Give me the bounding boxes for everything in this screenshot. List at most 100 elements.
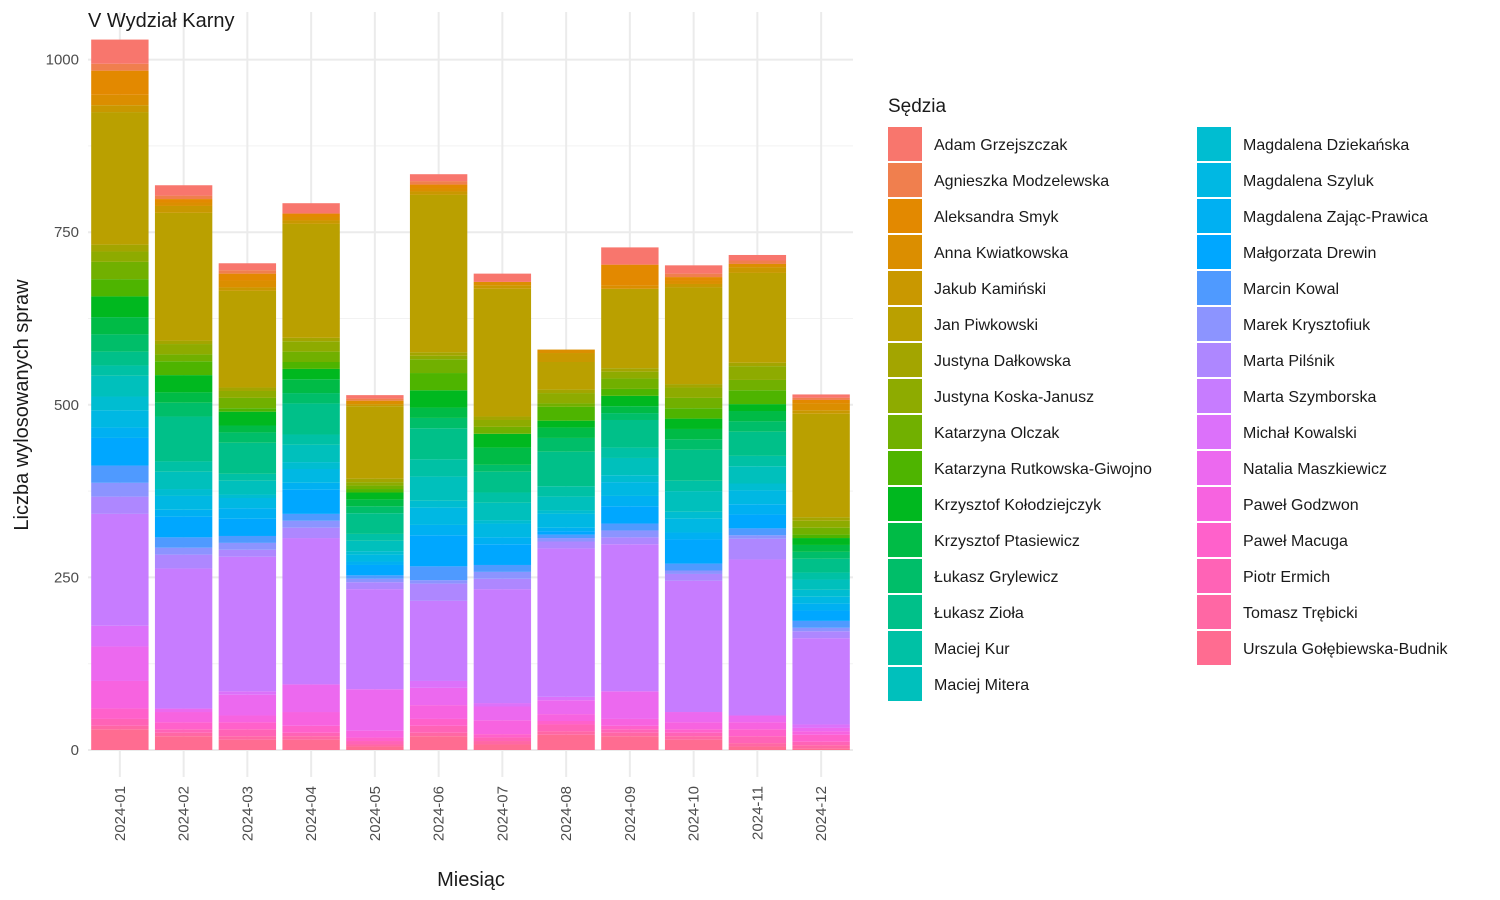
y-axis-title: Liczba wylosowanych spraw — [11, 279, 33, 531]
bar-segment — [346, 744, 404, 747]
bar-segment — [409, 500, 468, 508]
bar-segment — [601, 419, 659, 448]
bar-segment — [282, 444, 340, 463]
bar-segment — [537, 531, 595, 535]
bar-segment — [91, 427, 149, 438]
bar-segment — [473, 737, 532, 742]
bar-segment — [282, 739, 340, 750]
bar-segment — [154, 185, 213, 196]
bar-segment — [664, 736, 723, 740]
bar-segment — [91, 244, 149, 252]
bar-segment — [282, 403, 340, 435]
bar-segment — [728, 366, 787, 380]
legend-label: Adam Grzejszczak — [934, 137, 1068, 154]
bar-segment — [218, 270, 277, 274]
bar-segment — [728, 729, 787, 737]
bar-segment — [473, 706, 532, 721]
bar-segment — [91, 496, 149, 514]
bar-segment — [154, 402, 213, 417]
bar-segment — [728, 411, 787, 422]
bar-segment — [601, 523, 659, 531]
bar-segment — [792, 579, 850, 590]
bar-segment — [282, 482, 340, 490]
bar-segment — [91, 396, 149, 411]
bar-segment — [154, 461, 213, 472]
bar-segment — [218, 508, 277, 519]
bar-segment — [409, 194, 468, 353]
legend-label: Paweł Godzwon — [1243, 497, 1359, 514]
bar-segment — [601, 388, 659, 396]
y-tick-label: 1000 — [46, 52, 79, 69]
bar-segment — [473, 426, 532, 434]
bar-segment — [154, 732, 213, 737]
bar-segment — [282, 203, 340, 214]
bar-segment — [664, 511, 723, 519]
bar-segment — [91, 718, 149, 726]
bar-segment — [473, 464, 532, 472]
bar-segment — [154, 509, 213, 517]
legend-label: Paweł Macuga — [1243, 533, 1348, 550]
bar-segment — [537, 406, 595, 421]
x-tick-label: 2024-04 — [303, 786, 320, 841]
bar-segment — [154, 712, 213, 723]
legend-title: Sędzia — [888, 96, 947, 117]
bar-segment — [91, 729, 149, 750]
legend-key — [1197, 307, 1231, 341]
bar-segment — [792, 627, 850, 632]
bar-segment — [154, 354, 213, 362]
bar-segment — [409, 535, 468, 567]
bar-segment — [91, 261, 149, 280]
bar-segment — [154, 340, 213, 345]
bar-segment — [409, 191, 468, 195]
legend-key — [1197, 199, 1231, 233]
bar-segment — [601, 288, 659, 369]
bar-segment — [728, 390, 787, 405]
bar-segment — [473, 520, 532, 524]
bar-segment — [473, 589, 532, 704]
bar-segment — [792, 544, 850, 552]
bar-segment — [346, 737, 404, 742]
bar-segment — [409, 725, 468, 733]
bar-segment — [218, 480, 277, 495]
bar-segment — [792, 413, 850, 518]
bar-segment — [473, 419, 532, 427]
bar-segment — [218, 542, 277, 550]
bar-segment — [728, 514, 787, 529]
bar-segment — [91, 465, 149, 483]
bar-segment — [154, 736, 213, 750]
bar-segment — [664, 518, 723, 533]
bar-segment — [664, 273, 723, 278]
bar-segment — [346, 492, 404, 500]
bar-segment — [346, 746, 404, 750]
bar-segment — [154, 375, 213, 393]
legend-label: Magdalena Zając-Prawica — [1243, 209, 1428, 226]
bar-segment — [473, 433, 532, 448]
bar-segment — [473, 285, 532, 289]
bar-segment — [728, 254, 787, 261]
bar-segment — [664, 418, 723, 429]
bar-segment — [601, 406, 659, 414]
bar-segment — [728, 736, 787, 744]
bar-segment — [537, 353, 595, 362]
bar-segment — [154, 205, 213, 213]
bar-segment — [91, 680, 149, 709]
bar-segment — [792, 399, 850, 404]
bar-segment — [91, 708, 149, 719]
bar-segment — [91, 39, 149, 64]
bar-segment — [664, 573, 723, 581]
bar-segment — [409, 583, 468, 601]
bar-segment — [601, 447, 659, 458]
legend-key — [1197, 127, 1231, 161]
bar-segment — [282, 513, 340, 521]
bar-segment — [218, 408, 277, 412]
bar-segment — [409, 188, 468, 192]
bar-segment — [537, 513, 595, 528]
bar-segment — [154, 537, 213, 548]
legend: Adam Grzejszczak Agnieszka Modzelewska Ale… — [888, 127, 1449, 701]
legend-key — [888, 343, 922, 377]
bar-segment — [282, 538, 340, 685]
bar-segment — [601, 413, 659, 420]
bar-segment — [282, 520, 340, 528]
legend-label: Jakub Kamiński — [934, 281, 1046, 298]
bar-segment — [473, 703, 532, 707]
